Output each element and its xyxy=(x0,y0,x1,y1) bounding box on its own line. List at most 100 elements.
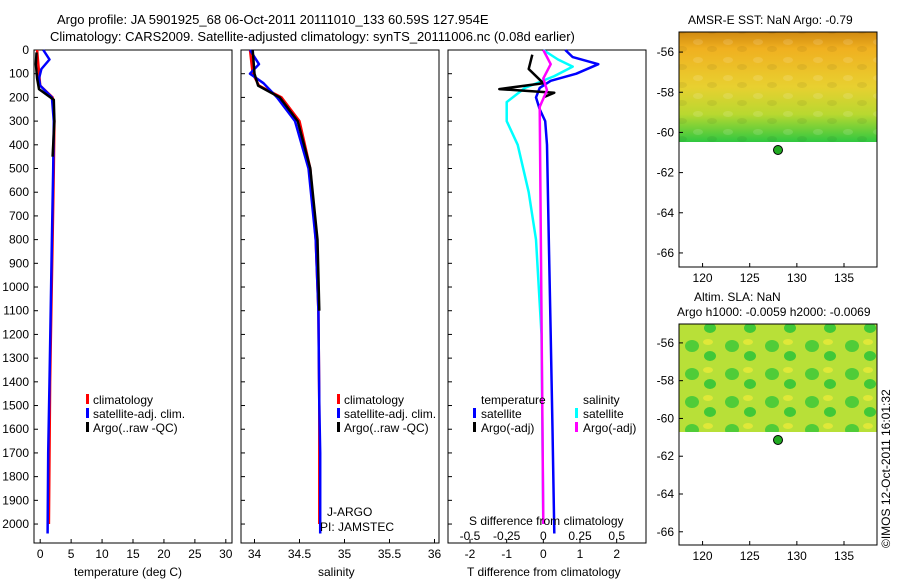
map-lat-label: -66 xyxy=(657,525,675,539)
map-lat-label: -58 xyxy=(657,374,675,388)
legend-label: climatology xyxy=(93,393,153,407)
x-tick-label: 35 xyxy=(338,547,352,561)
y-tick-label: 300 xyxy=(9,114,29,128)
sla-map-title: Altim. SLA: NaN xyxy=(694,290,781,304)
y-tick-label: 1900 xyxy=(2,493,29,507)
map-lat-label: -64 xyxy=(657,206,675,220)
annotation-pi: PI: JAMSTEC xyxy=(320,520,394,534)
x-tick-label: 1 xyxy=(577,547,584,561)
legend-title-temperature: temperature xyxy=(481,393,546,407)
y-tick-label: 900 xyxy=(9,256,29,270)
y-tick-label: 2000 xyxy=(2,517,29,531)
legend-swatch-t-satellite xyxy=(473,408,476,418)
sla-map-frame xyxy=(678,323,878,546)
x-tick-label: 35.5 xyxy=(378,547,402,561)
y-tick-label: 1300 xyxy=(2,351,29,365)
sst-map-frame xyxy=(678,31,878,268)
imos-stamp: ©IMOS 12-Oct-2011 16:01:32 xyxy=(879,389,893,548)
y-tick-label: 1600 xyxy=(2,422,29,436)
legend-label: Argo(-adj) xyxy=(583,421,636,435)
map-lon-label: 130 xyxy=(787,549,807,563)
legend-swatch-s-argo xyxy=(575,422,578,432)
series-layer xyxy=(34,48,600,534)
salinity-legend: climatology satellite-adj. clim. Argo(..… xyxy=(320,393,436,534)
sst-field-texture xyxy=(679,32,877,142)
legend-label: Argo(..raw -QC) xyxy=(93,421,178,435)
x-tick-label: 5 xyxy=(68,547,75,561)
map-lat-label: -62 xyxy=(657,449,675,463)
sla-argo-location-marker xyxy=(773,435,783,445)
legend-swatch-s-satellite xyxy=(575,408,578,418)
x-tick-label: 0 xyxy=(37,547,44,561)
x-tick-label: 0 xyxy=(540,547,547,561)
x-tick-label: 15 xyxy=(126,547,140,561)
s-diff-tick-label: 0.25 xyxy=(568,529,592,543)
map-lon-label: 125 xyxy=(740,549,760,563)
series-line-t-argo-adj- xyxy=(498,54,556,99)
map-lon-label: 125 xyxy=(740,271,760,285)
series-line-satellite-adj-clim- xyxy=(248,49,322,534)
y-tick-label: 1200 xyxy=(2,327,29,341)
y-tick-label: 400 xyxy=(9,138,29,152)
map-lat-label: -64 xyxy=(657,487,675,501)
series-line-satellite-adj-clim- xyxy=(37,49,56,534)
x-tick-label: 25 xyxy=(188,547,202,561)
y-tick-label: 1500 xyxy=(2,399,29,413)
map-lat-label: -58 xyxy=(657,85,675,99)
series-line-climatology xyxy=(248,49,321,524)
x-tick-label: 36 xyxy=(428,547,442,561)
legend-swatch-argo xyxy=(86,422,89,432)
temperature-axis-label: temperature (deg C) xyxy=(74,565,182,579)
salinity-axis-label: salinity xyxy=(318,565,355,579)
annotation-jargo: J-ARGO xyxy=(327,505,372,519)
x-tick-label: 34 xyxy=(248,547,262,561)
map-lat-label: -60 xyxy=(657,411,675,425)
y-tick-label: 200 xyxy=(9,90,29,104)
legend-label: satellite xyxy=(481,407,522,421)
map-lat-label: -56 xyxy=(657,336,675,350)
difference-panel-frame xyxy=(447,49,647,544)
legend-label: climatology xyxy=(344,393,404,407)
legend-swatch-satellite xyxy=(337,408,340,418)
map-lon-label: 120 xyxy=(693,271,713,285)
difference-legend: temperature satellite Argo(-adj) salinit… xyxy=(469,393,636,528)
x-tick-label: 2 xyxy=(613,547,620,561)
axes-layer: 0 5 10 15 20 25 300100200300400500600700800900… xyxy=(2,43,625,561)
y-tick-label: 1700 xyxy=(2,446,29,460)
header-line2: Climatology: CARS2009. Satellite-adjuste… xyxy=(50,29,575,44)
y-tick-label: 1100 xyxy=(3,304,29,318)
header-line1: Argo profile: JA 5901925_68 06-Oct-2011 … xyxy=(57,12,489,27)
legend-swatch-climatology xyxy=(337,394,340,404)
series-line-argo-raw-qc- xyxy=(34,52,56,157)
sla-map-subtitle: Argo h1000: -0.0059 h2000: -0.0069 xyxy=(677,305,871,319)
y-tick-label: 1400 xyxy=(2,375,29,389)
map-lon-label: 130 xyxy=(787,271,807,285)
legend-swatch-climatology xyxy=(86,394,89,404)
legend-label: satellite-adj. clim. xyxy=(344,407,436,421)
map-lat-label: -66 xyxy=(657,246,675,260)
map-lat-label: -56 xyxy=(657,45,675,59)
y-tick-label: 700 xyxy=(9,209,29,223)
s-diff-tick-label: -0.5 xyxy=(460,529,481,543)
legend-title-salinity: salinity xyxy=(583,393,620,407)
temperature-legend: climatology satellite-adj. clim. Argo(..… xyxy=(86,393,185,435)
legend-swatch-satellite xyxy=(86,408,89,418)
legend-label: Argo(..raw -QC) xyxy=(344,421,429,435)
x-tick-label: 34.5 xyxy=(288,547,312,561)
s-diff-tick-label: -0.25 xyxy=(493,529,521,543)
series-line-s-argo-adj- xyxy=(538,49,552,525)
y-tick-label: 1000 xyxy=(2,280,29,294)
x-tick-label: 10 xyxy=(95,547,109,561)
legend-label: Argo(-adj) xyxy=(481,421,534,435)
map-lon-label: 120 xyxy=(693,549,713,563)
s-diff-tick-label: 0.5 xyxy=(608,529,625,543)
s-diff-axis-label: S difference from climatology xyxy=(469,514,624,528)
salinity-panel-frame xyxy=(240,49,440,544)
sst-map-axes: -56 -58 -60 -62 -64 -66 120 125 130 135 xyxy=(657,45,855,285)
map-lat-label: -60 xyxy=(657,125,675,139)
series-line-argo-raw-qc- xyxy=(251,49,321,311)
legend-swatch-t-argo xyxy=(473,422,476,432)
x-tick-label: 30 xyxy=(219,547,233,561)
x-tick-label: -1 xyxy=(501,547,512,561)
